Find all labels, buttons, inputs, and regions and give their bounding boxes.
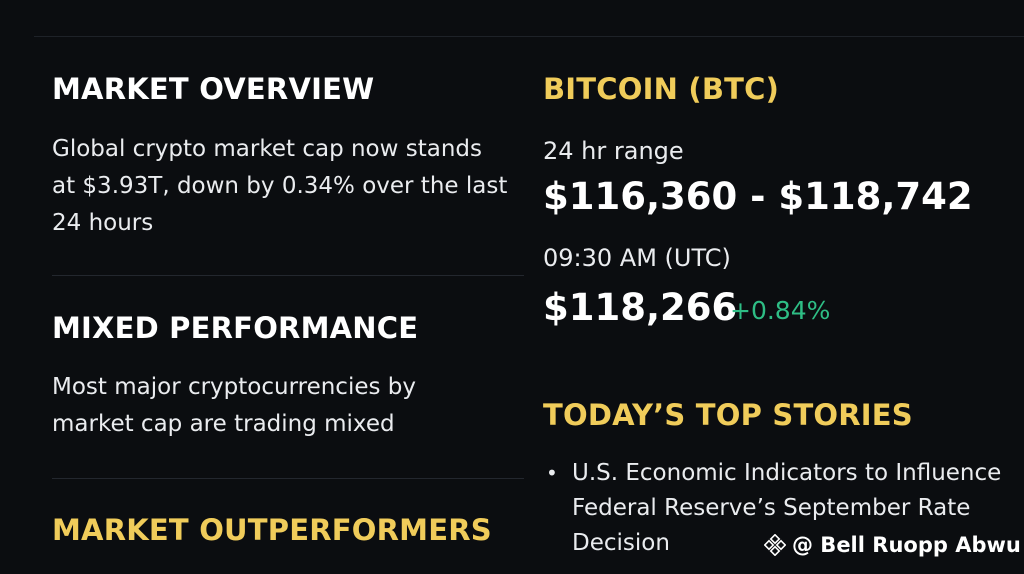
btc-price: $118,266 xyxy=(543,286,738,329)
section-divider xyxy=(52,478,524,479)
price-change: +0.84% xyxy=(730,296,831,325)
top-stories-list: • U.S. Economic Indicators to Influence … xyxy=(543,456,1013,561)
watermark-text: @ Bell Ruopp Abwu xyxy=(792,533,1021,557)
time-label: 09:30 AM (UTC) xyxy=(543,244,731,272)
mixed-performance-heading: MIXED PERFORMANCE xyxy=(52,311,419,345)
top-stories-heading: TODAY’S TOP STORIES xyxy=(543,398,913,432)
top-divider xyxy=(34,36,1024,37)
mixed-performance-text: Most major cryptocurrencies by market ca… xyxy=(52,374,417,437)
story-item[interactable]: • U.S. Economic Indicators to Influence … xyxy=(543,456,1013,561)
range-label: 24 hr range xyxy=(543,137,684,165)
author-watermark: @ Bell Ruopp Abwu xyxy=(764,533,1021,557)
section-divider xyxy=(52,275,524,276)
bullet-icon: • xyxy=(546,461,558,485)
binance-logo-icon xyxy=(764,534,786,556)
story-text: U.S. Economic Indicators to Influence Fe… xyxy=(572,460,1002,556)
market-outperformers-heading: MARKET OUTPERFORMERS xyxy=(52,513,492,547)
range-value: $116,360 - $118,742 xyxy=(543,175,973,218)
market-overview-heading: MARKET OVERVIEW xyxy=(52,72,375,106)
bitcoin-heading: BITCOIN (BTC) xyxy=(543,72,780,106)
market-overview-text: Global crypto market cap now stands at $… xyxy=(52,136,508,236)
